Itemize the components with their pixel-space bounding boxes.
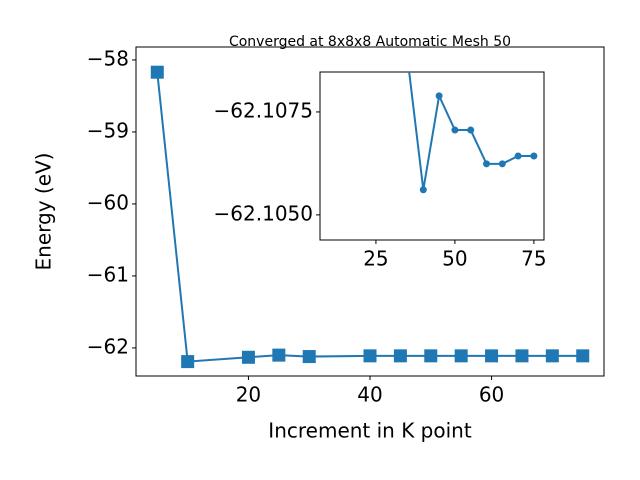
plot-area xyxy=(408,72,538,194)
x-tick-label: 75 xyxy=(521,247,546,271)
marker xyxy=(454,349,468,363)
y-tick-label: −62.1050 xyxy=(214,201,313,225)
marker xyxy=(272,348,286,362)
marker xyxy=(419,186,427,194)
marker xyxy=(515,349,529,363)
marker xyxy=(424,349,438,363)
marker xyxy=(150,65,164,79)
marker xyxy=(241,350,255,364)
x-tick-label: 25 xyxy=(363,247,388,271)
marker xyxy=(451,126,459,134)
x-tick-label: 50 xyxy=(442,247,467,271)
marker xyxy=(545,349,559,363)
y-axis-label: Energy (eV) xyxy=(32,153,56,271)
y-tick-label: −62 xyxy=(87,334,129,358)
x-tick-label: 20 xyxy=(236,383,261,407)
marker xyxy=(435,92,443,100)
marker xyxy=(485,349,499,363)
y-tick-label: −61 xyxy=(87,262,129,286)
marker xyxy=(576,349,590,363)
marker xyxy=(482,160,490,168)
marker xyxy=(393,349,407,363)
marker xyxy=(514,152,522,160)
y-tick-label: −59 xyxy=(87,118,129,142)
y-tick-label: −60 xyxy=(87,190,129,214)
x-tick-label: 40 xyxy=(357,383,382,407)
marker xyxy=(467,126,475,134)
chart-title: Converged at 8x8x8 Automatic Mesh 50 xyxy=(229,34,511,50)
y-tick-label: −62.1075 xyxy=(214,98,313,122)
x-axis-label: Increment in K point xyxy=(268,419,472,443)
marker xyxy=(302,350,316,364)
y-tick-label: −58 xyxy=(87,46,129,70)
marker xyxy=(530,152,538,160)
plot-area xyxy=(150,65,590,369)
x-tick-label: 60 xyxy=(479,383,504,407)
marker xyxy=(498,160,506,168)
axes-frame xyxy=(319,71,545,241)
marker xyxy=(363,349,377,363)
marker xyxy=(181,355,195,369)
